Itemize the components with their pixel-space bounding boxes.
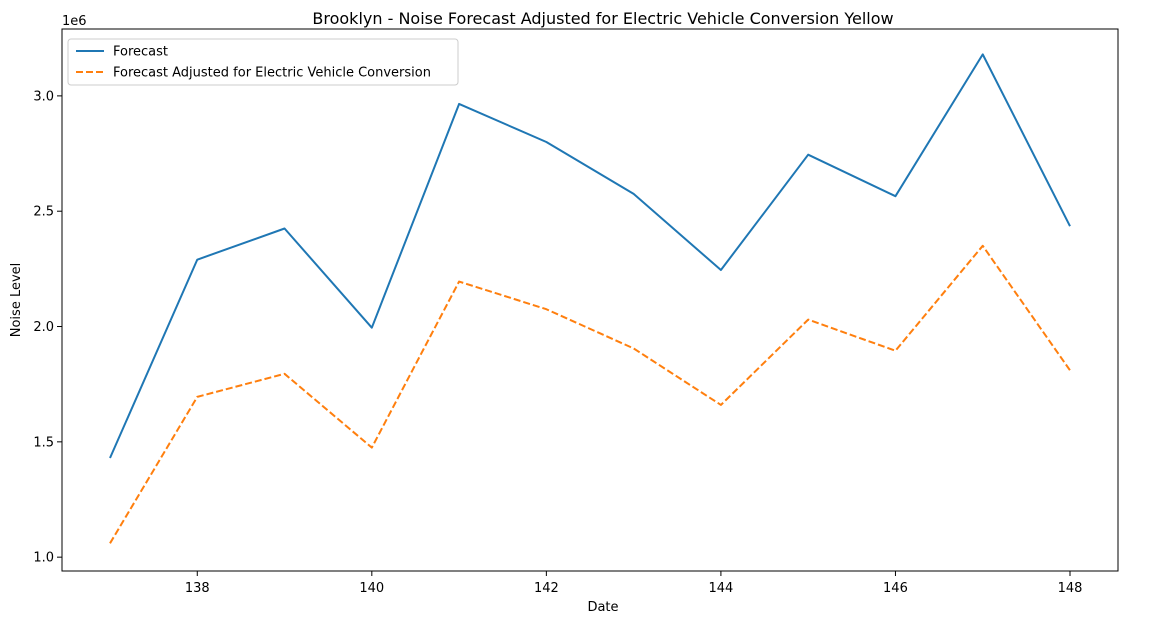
y-scale-label: 1e6 bbox=[62, 14, 87, 29]
plot-area-background bbox=[62, 29, 1118, 571]
legend-label-forecast: Forecast bbox=[113, 45, 168, 60]
x-axis-label: Date bbox=[587, 600, 618, 615]
y-axis-ticks: 1.0 1.5 2.0 2.5 3.0 bbox=[33, 89, 62, 566]
y-tick-label: 3.0 bbox=[33, 89, 54, 104]
chart-title: Brooklyn - Noise Forecast Adjusted for E… bbox=[312, 9, 893, 28]
x-tick-label: 142 bbox=[534, 581, 559, 596]
x-tick-label: 140 bbox=[359, 581, 384, 596]
legend-box bbox=[67, 38, 459, 86]
legend-label-adjusted: Forecast Adjusted for Electric Vehicle C… bbox=[113, 66, 431, 81]
x-tick-label: 146 bbox=[883, 581, 908, 596]
plot-frame bbox=[61, 28, 1119, 572]
y-tick-label: 1.5 bbox=[33, 435, 54, 450]
y-axis-label: Noise Level bbox=[9, 263, 24, 338]
y-tick-label: 1.0 bbox=[33, 551, 54, 566]
x-axis-ticks: 138 140 142 144 146 148 bbox=[185, 571, 1083, 596]
series-line-adjusted bbox=[109, 244, 1071, 544]
x-tick-label: 138 bbox=[185, 581, 210, 596]
y-tick-label: 2.5 bbox=[33, 205, 54, 220]
series-layer bbox=[109, 53, 1071, 544]
series-line-forecast bbox=[109, 53, 1071, 459]
y-tick-label: 2.0 bbox=[33, 320, 54, 335]
x-tick-label: 144 bbox=[708, 581, 733, 596]
x-tick-label: 148 bbox=[1058, 581, 1083, 596]
legend: Forecast Forecast Adjusted for Electric … bbox=[67, 38, 459, 86]
